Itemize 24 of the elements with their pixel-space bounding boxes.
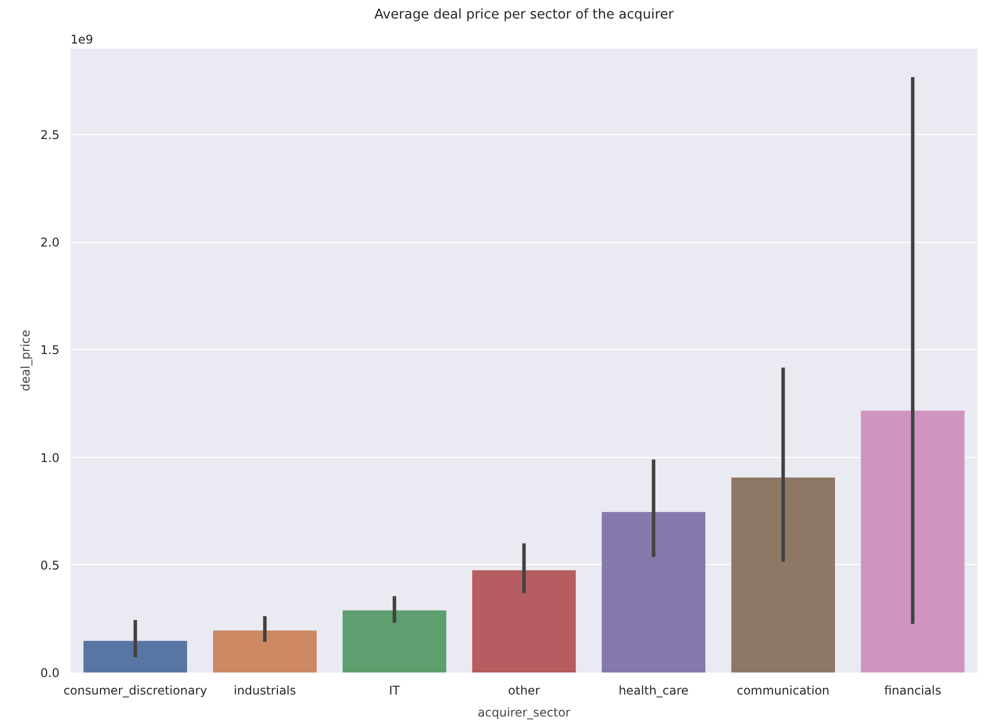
bar <box>83 640 188 672</box>
y-tick-label: 0.5 <box>40 558 60 572</box>
y-axis-title: deal_price <box>18 330 32 392</box>
x-tick-label: IT <box>388 684 401 698</box>
text: 1e9 <box>70 32 94 46</box>
chart-title: Average deal price per sector of the acquirer <box>374 8 674 22</box>
x-tick-label: other <box>508 684 540 698</box>
x-tick-label: financials <box>884 684 942 698</box>
bar <box>602 512 706 672</box>
bar <box>472 570 576 672</box>
bar <box>213 630 317 672</box>
y-tick-label: 2.5 <box>40 128 60 142</box>
y-tick-label: 0.0 <box>40 666 60 680</box>
y-tick-label: 1.0 <box>40 450 60 465</box>
x-tick-label: consumer_discretionary <box>63 684 208 698</box>
y-tick-label: 1.5 <box>40 343 60 358</box>
x-axis-title: acquirer_sector <box>478 706 570 720</box>
x-tick-label: communication <box>736 684 830 698</box>
x-tick-label: industrials <box>234 684 296 698</box>
bar <box>731 478 835 672</box>
x-tick-label: health_care <box>618 684 689 698</box>
bar <box>342 610 446 672</box>
y-tick-label: 2.0 <box>40 236 60 250</box>
bar <box>860 410 965 672</box>
